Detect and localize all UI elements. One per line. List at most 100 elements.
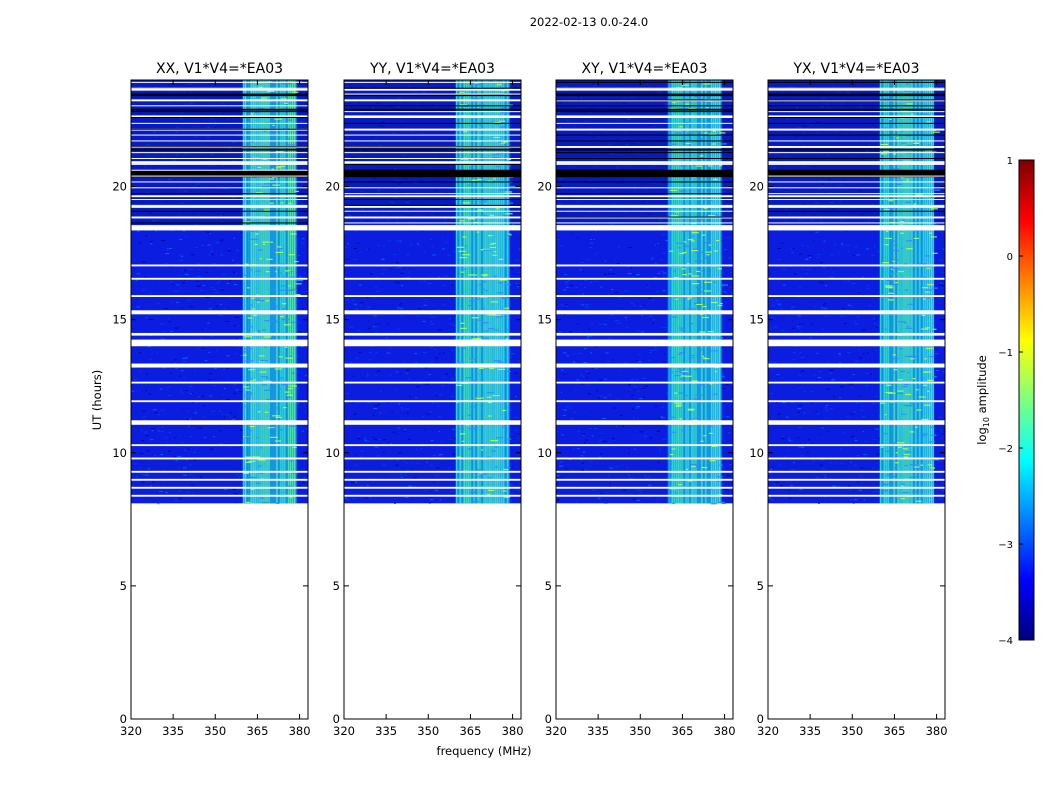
rfi-speckle bbox=[481, 199, 485, 201]
noise-speckle bbox=[878, 415, 880, 417]
rfi-speckle bbox=[495, 123, 500, 125]
noise-speckle bbox=[416, 231, 420, 233]
rfi-speckle bbox=[283, 324, 291, 326]
rfi-speckle bbox=[674, 375, 681, 377]
noise-speckle bbox=[797, 427, 802, 428]
noise-speckle bbox=[366, 440, 369, 442]
noise-speckle bbox=[565, 281, 568, 283]
noise-speckle bbox=[398, 403, 401, 405]
rfi-speckle bbox=[713, 250, 718, 252]
rfi-speckle bbox=[504, 430, 508, 432]
noise-speckle bbox=[139, 453, 144, 454]
rfi-speckle bbox=[270, 436, 278, 438]
flagged-row bbox=[131, 332, 308, 336]
noise-speckle bbox=[646, 286, 650, 288]
noise-speckle bbox=[195, 448, 197, 450]
noise-speckle bbox=[368, 496, 372, 498]
noise-speckle bbox=[772, 316, 774, 318]
rfi-speckle bbox=[687, 480, 693, 482]
noise-speckle bbox=[354, 464, 357, 466]
noise-speckle bbox=[164, 491, 168, 493]
noise-speckle bbox=[662, 277, 667, 279]
noise-speckle bbox=[442, 248, 445, 250]
row-line bbox=[131, 122, 308, 124]
rfi-speckle bbox=[280, 377, 284, 379]
rfi-speckle bbox=[907, 303, 913, 305]
noise-speckle bbox=[149, 319, 153, 321]
noise-speckle bbox=[424, 367, 429, 369]
noise-speckle bbox=[225, 380, 229, 382]
noise-speckle bbox=[409, 396, 412, 398]
noise-speckle bbox=[213, 289, 217, 290]
noise-speckle bbox=[939, 498, 943, 500]
rfi-speckle bbox=[483, 281, 487, 283]
rfi-speckle bbox=[287, 138, 290, 140]
noise-speckle bbox=[672, 503, 675, 505]
rfi-speckle bbox=[695, 394, 703, 396]
noise-speckle bbox=[398, 249, 400, 251]
row-line bbox=[344, 216, 521, 218]
noise-speckle bbox=[405, 462, 408, 464]
noise-speckle bbox=[842, 383, 846, 385]
rfi-speckle bbox=[669, 488, 677, 490]
noise-speckle bbox=[657, 242, 659, 244]
rfi-speckle bbox=[493, 136, 500, 139]
noise-speckle bbox=[598, 442, 601, 444]
rfi-speckle bbox=[285, 270, 291, 272]
noise-speckle bbox=[813, 283, 815, 285]
noise-speckle bbox=[629, 379, 634, 381]
rfi-speckle bbox=[904, 322, 907, 324]
rfi-speckle bbox=[675, 298, 678, 300]
noise-speckle bbox=[515, 461, 518, 462]
rfi-speckle bbox=[673, 392, 678, 394]
noise-speckle bbox=[301, 372, 304, 374]
rfi-speckle bbox=[478, 284, 482, 286]
rfi-speckle bbox=[289, 110, 298, 112]
rfi-speckle bbox=[271, 176, 276, 178]
noise-speckle bbox=[146, 450, 150, 452]
rfi-speckle bbox=[499, 142, 506, 144]
noise-speckle bbox=[304, 480, 308, 482]
noise-speckle bbox=[817, 265, 820, 267]
noise-speckle bbox=[174, 499, 178, 501]
rfi-speckle bbox=[287, 289, 295, 291]
noise-speckle bbox=[510, 466, 514, 468]
noise-speckle bbox=[771, 305, 775, 307]
noise-speckle bbox=[853, 411, 857, 413]
rfi-speckle bbox=[899, 348, 903, 350]
noise-speckle bbox=[179, 254, 183, 256]
noise-speckle bbox=[519, 320, 521, 322]
rfi-speckle bbox=[891, 442, 897, 444]
noise-speckle bbox=[565, 305, 569, 307]
noise-speckle bbox=[611, 289, 614, 291]
noise-speckle bbox=[577, 237, 579, 239]
rfi-speckle bbox=[254, 298, 261, 300]
noise-speckle bbox=[729, 464, 732, 466]
noise-speckle bbox=[135, 390, 137, 392]
noise-speckle bbox=[168, 321, 171, 323]
rfi-channel-stripe bbox=[290, 80, 292, 504]
rfi-speckle bbox=[487, 402, 492, 404]
rfi-speckle bbox=[485, 199, 488, 201]
row-line bbox=[344, 181, 521, 183]
row-line bbox=[344, 140, 521, 142]
noise-speckle bbox=[364, 438, 366, 440]
rfi-speckle bbox=[887, 392, 896, 394]
rfi-speckle bbox=[932, 287, 938, 289]
noise-speckle bbox=[798, 446, 803, 448]
noise-speckle bbox=[657, 499, 660, 501]
noise-speckle bbox=[859, 395, 862, 397]
rfi-speckle bbox=[893, 240, 898, 242]
zero-row bbox=[556, 170, 733, 178]
rfi-speckle bbox=[703, 435, 707, 437]
noise-speckle bbox=[358, 351, 362, 353]
noise-speckle bbox=[231, 419, 236, 421]
rfi-channel-stripe bbox=[501, 80, 503, 504]
noise-speckle bbox=[168, 318, 170, 320]
rfi-speckle bbox=[476, 298, 480, 300]
flagged-row bbox=[344, 88, 521, 91]
noise-speckle bbox=[852, 503, 855, 504]
rfi-speckle bbox=[499, 279, 508, 281]
noise-speckle bbox=[824, 285, 828, 287]
flagged-row bbox=[344, 494, 521, 497]
